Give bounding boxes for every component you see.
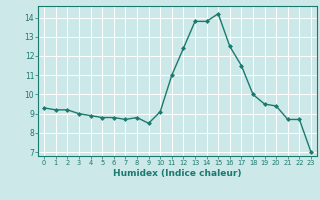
X-axis label: Humidex (Indice chaleur): Humidex (Indice chaleur) xyxy=(113,169,242,178)
